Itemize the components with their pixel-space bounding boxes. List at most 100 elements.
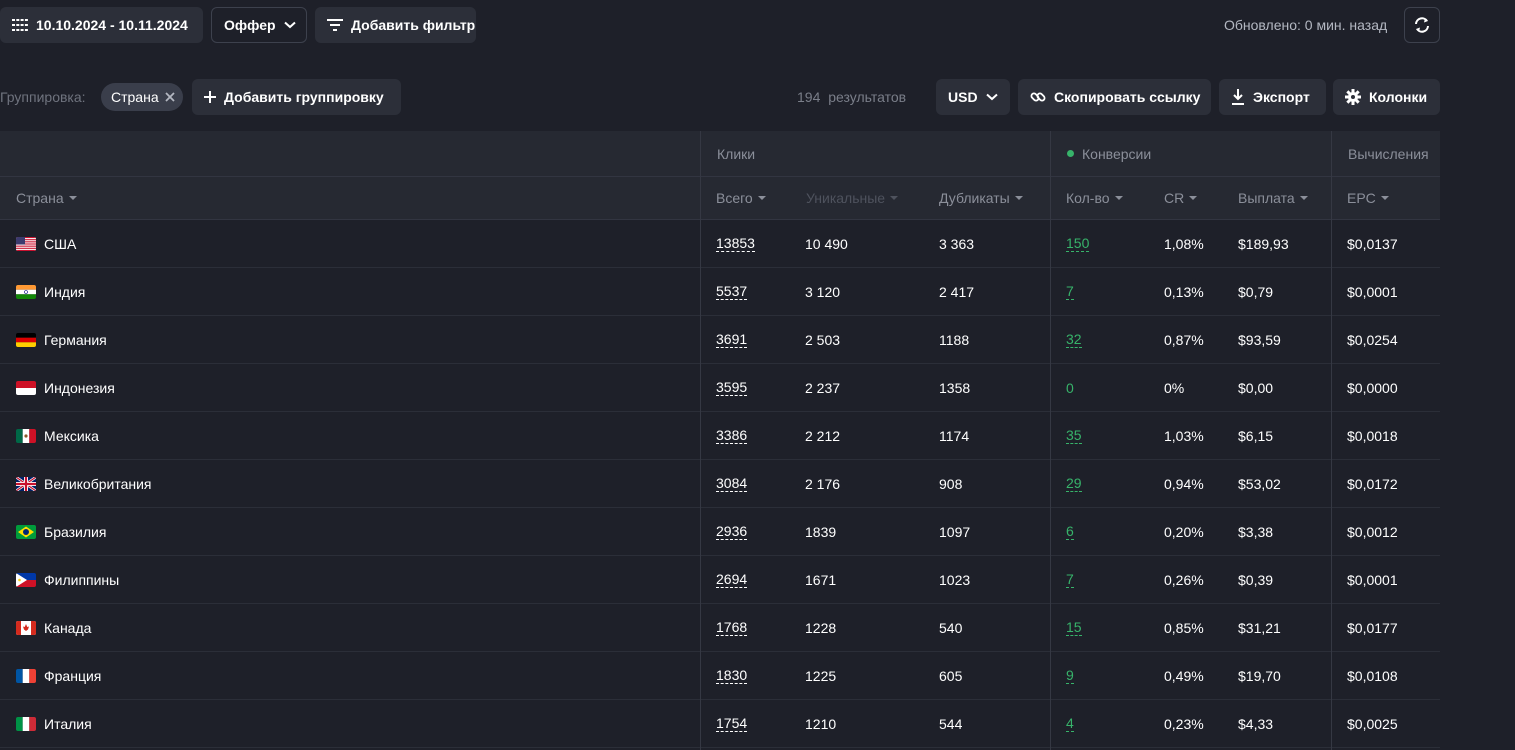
cell-conv-count[interactable]: 35 [1066,412,1082,459]
conversions-link[interactable]: 7 [1066,571,1074,588]
cell-total[interactable]: 3084 [716,460,748,507]
currency-select[interactable]: USD [936,79,1010,115]
header-conv-count[interactable]: Кол-во [1066,177,1123,219]
cell-total[interactable]: 3386 [716,412,748,459]
conversions-link[interactable]: 32 [1066,331,1082,348]
table-row[interactable]: Индия 5537 3 120 2 417 7 0,13% $0,79 $0,… [0,268,1440,316]
clicks-total-link[interactable]: 1830 [716,667,748,684]
clicks-total-link[interactable]: 13853 [716,235,755,252]
cell-conv-count[interactable]: 150 [1066,220,1090,267]
cell-total[interactable]: 2694 [716,556,748,603]
cell-conv-count[interactable]: 32 [1066,316,1082,363]
conversions-link[interactable]: 6 [1066,523,1074,540]
conversions-link[interactable]: 7 [1066,283,1074,300]
header-duplicates-label: Дубликаты [939,190,1010,206]
table-row[interactable]: Италия 1754 1210 544 4 0,23% $4,33 $0,00… [0,700,1440,748]
cell-conv-count[interactable]: 4 [1066,700,1074,747]
conversions-link[interactable]: 15 [1066,619,1082,636]
cell-conv-count[interactable]: 15 [1066,604,1082,651]
clicks-total-link[interactable]: 2936 [716,523,748,540]
clicks-total-link[interactable]: 1754 [716,715,748,732]
updated-status: Обновлено: 0 мин. назад [1224,17,1388,33]
date-range-button[interactable]: 10.10.2024 - 10.11.2024 [0,7,203,43]
table-row[interactable]: Бразилия 2936 1839 1097 6 0,20% $3,38 $0… [0,508,1440,556]
country-name: Франция [44,667,102,684]
table-row[interactable]: США 13853 10 490 3 363 150 1,08% $189,93… [0,220,1440,268]
header-unique[interactable]: Уникальные [806,177,899,219]
cell-payout: $4,33 [1238,700,1273,747]
cell-total[interactable]: 3691 [716,316,748,363]
cell-conv-count[interactable]: 9 [1066,652,1074,699]
header-total[interactable]: Всего [716,177,766,219]
cell-epc: $0,0012 [1347,508,1398,555]
flag-ph-icon [16,572,36,587]
conversions-link[interactable]: 4 [1066,715,1074,732]
cell-conv-count[interactable]: 0 [1066,364,1074,411]
cell-conv-count[interactable]: 29 [1066,460,1082,507]
cell-total[interactable]: 3595 [716,364,748,411]
cell-duplicates: 2 417 [939,268,974,315]
payout-value: $93,59 [1238,331,1281,348]
conversions-link[interactable]: 150 [1066,235,1090,252]
cell-duplicates: 540 [939,604,962,651]
clicks-unique: 1228 [805,619,837,636]
table-row[interactable]: Индонезия 3595 2 237 1358 0 0% $0,00 $0,… [0,364,1440,412]
add-grouping-button[interactable]: Добавить группировку [192,79,401,115]
cell-cr: 1,08% [1164,220,1204,267]
offer-select[interactable]: Оффер [211,7,307,43]
cell-payout: $189,93 [1238,220,1289,267]
cr-value: 0,13% [1164,283,1204,300]
cell-cr: 1,03% [1164,412,1204,459]
cell-total[interactable]: 1830 [716,652,748,699]
columns-button[interactable]: Колонки [1333,79,1440,115]
cell-epc: $0,0018 [1347,412,1398,459]
flag-de-icon [16,332,36,347]
header-country[interactable]: Страна [16,177,77,219]
conversions-link[interactable]: 0 [1066,379,1074,396]
header-payout[interactable]: Выплата [1238,177,1308,219]
cell-total[interactable]: 1768 [716,604,748,651]
cell-total[interactable]: 13853 [716,220,755,267]
cell-conv-count[interactable]: 7 [1066,268,1074,315]
header-epc[interactable]: EPC [1347,177,1389,219]
conversions-link[interactable]: 29 [1066,475,1082,492]
clicks-duplicates: 1097 [939,523,971,540]
cell-epc: $0,0001 [1347,556,1398,603]
epc-value: $0,0172 [1347,475,1398,492]
close-icon[interactable] [164,92,175,102]
clicks-total-link[interactable]: 5537 [716,283,748,300]
header-cr[interactable]: CR [1164,177,1198,219]
conversions-link[interactable]: 9 [1066,667,1074,684]
table-row[interactable]: Мексика 3386 2 212 1174 35 1,03% $6,15 $… [0,412,1440,460]
header-duplicates[interactable]: Дубликаты [939,177,1023,219]
cell-conv-count[interactable]: 6 [1066,508,1074,555]
table-row[interactable]: Филиппины 2694 1671 1023 7 0,26% $0,39 $… [0,556,1440,604]
copy-link-button[interactable]: Скопировать ссылку [1018,79,1211,115]
cell-cr: 0,13% [1164,268,1204,315]
cell-conv-count[interactable]: 7 [1066,556,1074,603]
clicks-total-link[interactable]: 3691 [716,331,748,348]
clicks-total-link[interactable]: 3595 [716,379,748,396]
table-row[interactable]: Германия 3691 2 503 1188 32 0,87% $93,59… [0,316,1440,364]
cell-total[interactable]: 1754 [716,700,748,747]
cell-total[interactable]: 5537 [716,268,748,315]
cell-unique: 2 503 [805,316,840,363]
cell-payout: $93,59 [1238,316,1281,363]
clicks-total-link[interactable]: 1768 [716,619,748,636]
cell-total[interactable]: 2936 [716,508,748,555]
conversions-link[interactable]: 35 [1066,427,1082,444]
clicks-total-link[interactable]: 3084 [716,475,748,492]
clicks-duplicates: 1358 [939,379,971,396]
clicks-total-link[interactable]: 3386 [716,427,748,444]
export-button[interactable]: Экспорт [1219,79,1326,115]
table-row[interactable]: Франция 1830 1225 605 9 0,49% $19,70 $0,… [0,652,1440,700]
refresh-button[interactable] [1404,7,1440,43]
cell-unique: 1210 [805,700,836,747]
add-filter-button[interactable]: Добавить фильтр [315,7,476,43]
grouping-chip-country[interactable]: Страна [101,83,183,111]
filter-icon [327,19,343,31]
cell-duplicates: 908 [939,460,962,507]
table-row[interactable]: Великобритания 3084 2 176 908 29 0,94% $… [0,460,1440,508]
clicks-total-link[interactable]: 2694 [716,571,748,588]
table-row[interactable]: Канада 1768 1228 540 15 0,85% $31,21 $0,… [0,604,1440,652]
